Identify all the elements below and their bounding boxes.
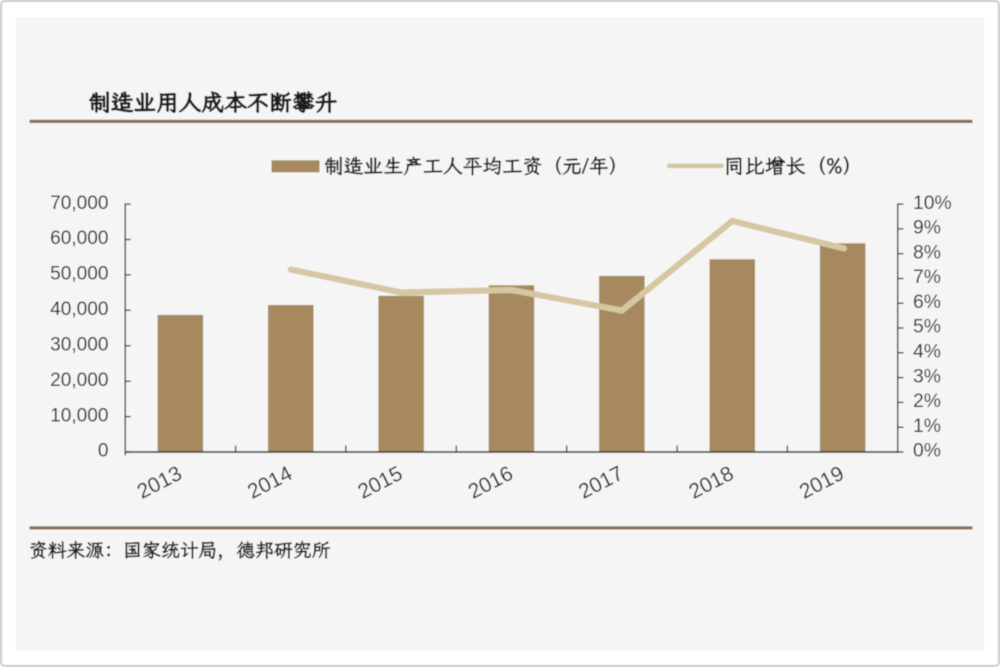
svg-text:0%: 0% (913, 441, 941, 462)
svg-text:0: 0 (98, 441, 109, 462)
svg-text:7%: 7% (913, 267, 941, 288)
svg-text:4%: 4% (913, 342, 941, 363)
svg-text:6%: 6% (913, 292, 941, 313)
svg-text:9%: 9% (913, 218, 941, 239)
svg-text:10,000: 10,000 (50, 405, 108, 426)
svg-text:3%: 3% (913, 366, 941, 387)
svg-text:2%: 2% (913, 391, 941, 412)
svg-text:5%: 5% (913, 317, 941, 338)
svg-text:30,000: 30,000 (50, 335, 108, 356)
svg-text:50,000: 50,000 (50, 264, 108, 285)
svg-text:10%: 10% (913, 193, 952, 214)
svg-text:1%: 1% (913, 416, 941, 437)
svg-text:70,000: 70,000 (50, 193, 108, 214)
svg-text:20,000: 20,000 (50, 370, 108, 391)
svg-text:40,000: 40,000 (50, 299, 108, 320)
svg-text:60,000: 60,000 (50, 228, 108, 249)
svg-text:8%: 8% (913, 242, 941, 263)
